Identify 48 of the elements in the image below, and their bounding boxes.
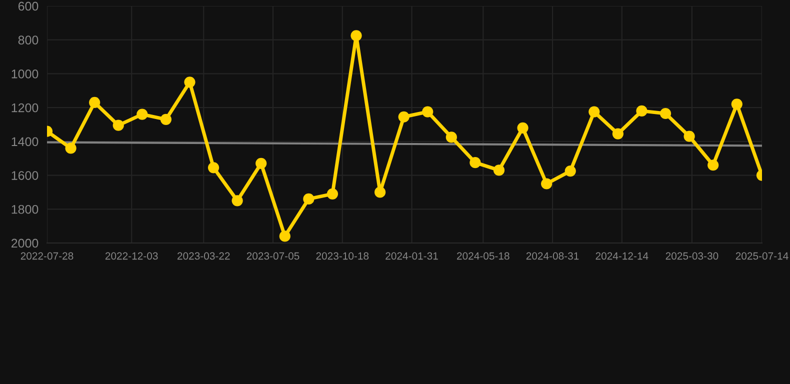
point	[684, 130, 695, 142]
point	[493, 164, 505, 176]
y-tick-label: 1400	[12, 137, 38, 146]
x-tick-label: 2023-07-05	[246, 252, 300, 260]
x-tick-label: 2025-03-30	[666, 252, 718, 260]
x-tick-label: 2022-12-03	[105, 252, 158, 260]
y-tick-label: 1800	[12, 204, 38, 214]
point	[279, 230, 290, 242]
point	[184, 76, 196, 88]
y-tick-label: 1200	[12, 103, 38, 112]
y-tick-label: 1600	[12, 171, 38, 180]
x-tick-label: 2025-07-14	[736, 252, 788, 260]
point	[612, 128, 624, 140]
point	[350, 30, 362, 42]
point	[731, 98, 742, 110]
point	[65, 142, 76, 154]
point	[564, 166, 576, 177]
point	[326, 188, 338, 200]
y-tick-label: 1000	[12, 70, 38, 78]
x-tick-label: 2023-03-22	[178, 252, 230, 260]
x-tick-label: 2022-07-28	[20, 252, 74, 260]
point	[303, 193, 314, 205]
y-tick-label: 2000	[11, 238, 38, 248]
x-tick-label: 2023-10-18	[316, 252, 369, 260]
point	[256, 158, 267, 169]
point	[517, 122, 528, 134]
point	[398, 111, 410, 122]
x-tick-label: 2024-01-31	[386, 252, 438, 260]
point	[446, 132, 457, 143]
y-tick-label: 600	[18, 2, 38, 11]
x-tick-label: 2024-12-14	[596, 252, 648, 260]
point	[708, 160, 719, 171]
point	[374, 186, 386, 198]
point	[660, 108, 672, 120]
point	[541, 178, 552, 190]
point	[636, 105, 648, 117]
point	[136, 108, 148, 120]
point	[588, 106, 600, 118]
x-tick-label: 2024-08-31	[526, 252, 579, 260]
point	[422, 106, 434, 118]
point	[208, 162, 220, 174]
point	[112, 120, 124, 131]
point	[89, 96, 100, 108]
point	[160, 114, 172, 125]
point	[232, 195, 243, 206]
y-tick-label: 800	[18, 36, 38, 45]
point	[470, 157, 481, 168]
x-tick-label: 2024-05-18	[457, 252, 510, 260]
